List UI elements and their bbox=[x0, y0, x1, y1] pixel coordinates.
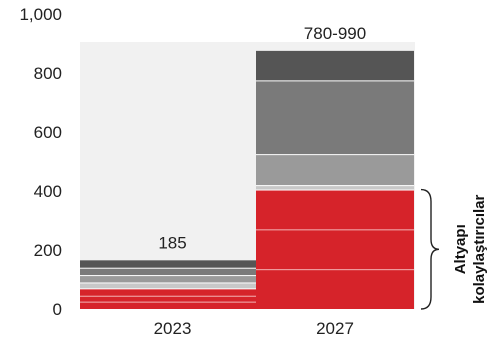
y-tick-label: 200 bbox=[34, 241, 62, 260]
bar-segment bbox=[80, 282, 265, 289]
bar-segment bbox=[256, 154, 414, 186]
bar-segment bbox=[80, 275, 265, 283]
infrastructure-annotation: Altyapı kolaylaştırıcılar bbox=[420, 188, 488, 310]
segment-separator bbox=[256, 228, 414, 231]
x-axis-ticks: 2023 2027 bbox=[154, 319, 354, 338]
bar-segment bbox=[80, 267, 265, 276]
bar-totals: 185 780-990 bbox=[158, 24, 366, 252]
x-tick-label: 2027 bbox=[316, 319, 354, 338]
bar-segment bbox=[256, 80, 414, 155]
bar-segment bbox=[256, 185, 414, 190]
y-tick-label: 1,000 bbox=[19, 5, 62, 24]
bar-segment bbox=[256, 229, 414, 270]
bar-segment bbox=[256, 269, 414, 309]
annotation-label: Altyapı bbox=[452, 224, 469, 274]
y-tick-label: 0 bbox=[53, 300, 62, 319]
bar-segment bbox=[256, 189, 414, 230]
bars bbox=[80, 50, 414, 309]
bar-segment bbox=[80, 301, 265, 309]
x-tick-label: 2023 bbox=[154, 319, 192, 338]
bar-total-label: 185 bbox=[158, 233, 186, 252]
y-tick-label: 800 bbox=[34, 64, 62, 83]
y-tick-label: 600 bbox=[34, 123, 62, 142]
y-axis-ticks: 0 200 400 600 800 1,000 bbox=[19, 5, 62, 319]
annotation-label: kolaylaştırıcılar bbox=[471, 194, 488, 303]
bar-segment bbox=[80, 288, 265, 296]
bar-total-label: 780-990 bbox=[304, 24, 366, 43]
bar-segment bbox=[80, 295, 265, 302]
bar-segment bbox=[80, 260, 265, 268]
curly-brace bbox=[420, 188, 440, 310]
bar-segment bbox=[256, 50, 414, 81]
y-tick-label: 400 bbox=[34, 182, 62, 201]
